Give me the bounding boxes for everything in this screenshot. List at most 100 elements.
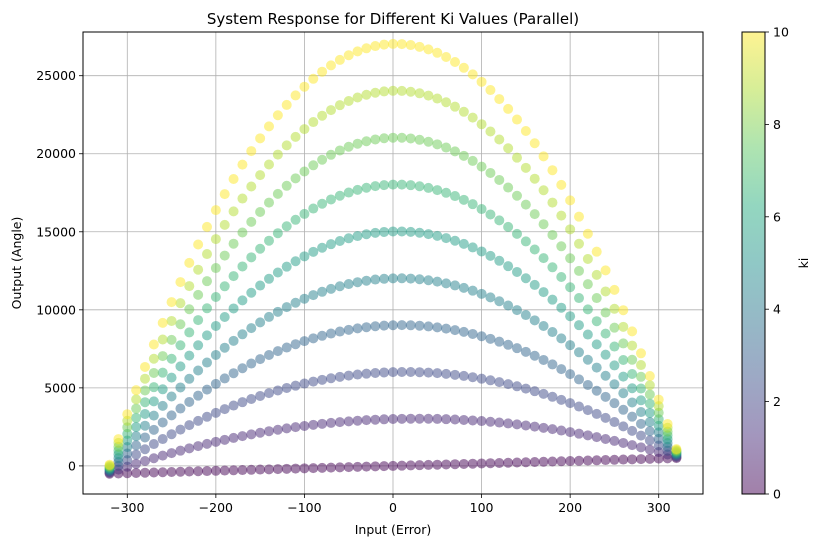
data-point: [591, 362, 602, 373]
data-point: [113, 434, 124, 445]
data-point: [343, 279, 354, 290]
data-point: [582, 329, 593, 340]
data-point: [494, 174, 505, 185]
data-point: [538, 321, 549, 332]
data-point: [441, 187, 452, 198]
data-point: [547, 424, 558, 435]
data-point: [334, 54, 345, 65]
colorbar-tick-label: 6: [773, 209, 781, 224]
data-point: [467, 415, 478, 426]
data-point: [370, 274, 381, 285]
data-point: [600, 433, 611, 444]
data-point: [467, 155, 478, 166]
data-point: [219, 250, 230, 261]
data-point: [140, 420, 150, 431]
data-point: [609, 435, 620, 446]
data-point: [494, 215, 505, 226]
data-point: [582, 405, 593, 416]
data-point: [281, 99, 292, 110]
data-point: [255, 206, 266, 217]
data-point: [467, 242, 478, 253]
data-point: [281, 463, 292, 474]
data-point: [148, 353, 159, 364]
data-point: [644, 389, 655, 400]
data-point: [405, 320, 416, 331]
data-point: [370, 321, 381, 332]
data-point: [361, 136, 372, 147]
data-point: [184, 327, 195, 338]
data-point: [157, 384, 168, 395]
data-point: [148, 339, 159, 350]
data-point: [326, 194, 336, 205]
data-point: [627, 397, 638, 408]
data-point: [157, 317, 168, 328]
data-point: [565, 224, 576, 235]
data-point: [317, 374, 328, 385]
data-point: [618, 321, 629, 332]
data-point: [414, 88, 425, 99]
data-point: [476, 246, 487, 257]
data-point: [503, 261, 514, 272]
data-point: [228, 400, 239, 411]
data-point: [618, 437, 629, 448]
data-point: [237, 193, 248, 204]
data-point: [450, 369, 460, 380]
data-point: [458, 194, 469, 205]
data-point: [574, 347, 584, 358]
data-point: [184, 350, 195, 361]
data-point: [574, 265, 584, 276]
data-point: [627, 369, 638, 380]
data-point: [299, 336, 310, 347]
data-point: [317, 198, 328, 209]
data-point: [671, 444, 682, 455]
colorbar-frame: [741, 31, 766, 495]
data-points: [104, 38, 682, 479]
data-point: [272, 424, 283, 435]
data-point: [255, 133, 266, 144]
data-point: [414, 181, 425, 192]
data-point: [503, 418, 514, 429]
data-point: [405, 367, 416, 377]
data-point: [600, 307, 611, 318]
data-point: [627, 411, 638, 422]
data-point: [494, 336, 505, 347]
data-point: [299, 124, 310, 135]
data-point: [441, 414, 452, 425]
data-point: [237, 227, 248, 238]
data-point: [140, 467, 150, 478]
data-point: [157, 434, 168, 445]
x-tick-label: −300: [110, 500, 144, 515]
data-point: [379, 86, 390, 97]
data-point: [441, 97, 452, 108]
data-point: [281, 302, 292, 313]
data-point: [361, 43, 372, 54]
data-point: [202, 221, 212, 232]
data-point: [299, 378, 310, 389]
data-point: [450, 191, 460, 202]
data-point: [556, 456, 567, 467]
data-point: [423, 413, 434, 424]
data-point: [450, 414, 460, 425]
data-point: [627, 326, 638, 337]
data-point: [432, 185, 443, 196]
data-point: [565, 369, 576, 380]
data-point: [361, 89, 372, 100]
data-point: [343, 95, 354, 106]
data-point: [326, 149, 336, 160]
data-point: [556, 302, 567, 313]
data-point: [432, 459, 443, 470]
data-point: [361, 322, 372, 333]
data-point: [299, 293, 310, 304]
data-point: [334, 236, 345, 246]
data-point: [148, 439, 159, 450]
data-point: [538, 253, 549, 264]
data-point: [272, 188, 283, 199]
data-point: [272, 346, 283, 357]
data-point: [556, 179, 567, 190]
data-point: [148, 467, 159, 478]
data-point: [228, 368, 239, 379]
data-point: [237, 465, 248, 476]
data-point: [600, 370, 611, 381]
series-ki-7.78: [104, 132, 682, 472]
data-point: [503, 143, 514, 154]
